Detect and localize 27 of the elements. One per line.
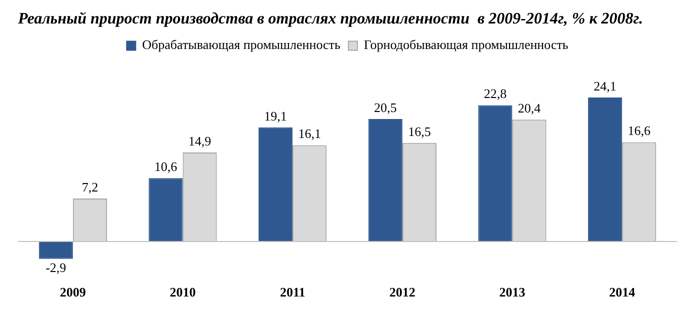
bar (478, 105, 512, 242)
legend-label: Горнодобывающая промышленность (364, 37, 568, 52)
bar (148, 178, 183, 242)
data-label: 16,6 (628, 123, 651, 138)
data-label: 14,9 (188, 133, 212, 148)
data-label: 24,1 (594, 78, 616, 94)
data-label: 7,2 (82, 179, 98, 194)
data-label: 22,8 (484, 86, 507, 102)
data-label: 16,5 (408, 124, 431, 139)
x-tick-label: 2012 (389, 284, 416, 300)
bar (258, 127, 293, 242)
bar (38, 242, 73, 259)
data-label: 10,6 (154, 159, 178, 174)
data-label: -2,9 (46, 260, 66, 275)
x-tick-label: 2010 (170, 284, 196, 300)
chart-title: Реальный прирост производства в отраслях промышленности в 2009-2014г, % к 2008г. (17, 10, 643, 28)
data-label: 20,5 (374, 100, 397, 115)
x-tick-label: 2014 (609, 284, 636, 300)
bar (588, 97, 622, 242)
x-tick-label: 2011 (280, 284, 306, 300)
data-label: 16,1 (298, 126, 321, 142)
x-tick-label: 2013 (499, 284, 526, 300)
legend-label: Обрабатывающая промышленность (142, 37, 340, 52)
bar (368, 118, 402, 242)
data-label: 19,1 (264, 108, 287, 124)
data-label: 20,4 (518, 100, 542, 116)
x-tick-label: 2009 (60, 284, 86, 300)
